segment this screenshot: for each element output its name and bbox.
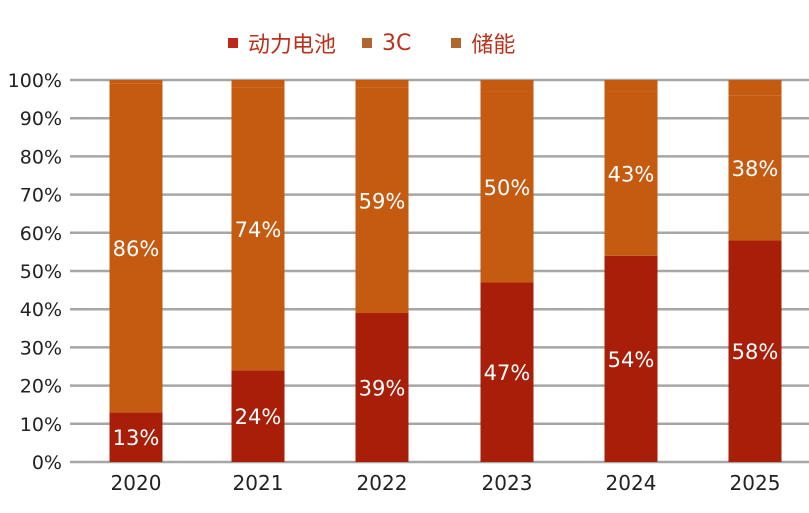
bar-3c [728,95,782,241]
data-label: 38% [732,157,779,181]
y-tick-label: 90% [20,108,62,130]
data-label: 58% [732,340,779,364]
data-label: 43% [608,163,655,187]
x-tick-label: 2021 [233,471,284,495]
data-label: 24% [235,405,282,429]
data-label: 39% [359,377,406,401]
y-tick-label: 80% [20,146,62,168]
legend-item-storage: 储能 [451,27,515,59]
bar-3c [480,91,534,283]
data-label: 59% [359,189,406,213]
x-tick-label: 2022 [357,471,408,495]
y-tick-label: 60% [20,223,62,245]
bar-power-battery [604,255,658,462]
bar-storage [480,80,534,92]
legend-item-3c: 3C [362,31,411,56]
bar-storage [604,80,658,92]
x-tick-label: 2024 [606,471,657,495]
y-tick-label: 10% [20,414,62,436]
bar-storage [728,80,782,96]
bar-3c [355,87,409,314]
legend-swatch [451,38,462,48]
bar-3c [604,91,658,256]
legend-swatch [362,38,373,48]
data-label: 13% [113,426,160,450]
y-tick-label: 70% [20,185,62,207]
legend-label: 储能 [471,33,516,58]
x-tick-label: 2025 [730,471,781,495]
y-tick-label: 100% [8,70,62,92]
legend-item-power-battery: 动力电池 [228,27,336,59]
bar-storage [355,80,409,88]
bar-3c [109,83,163,413]
bar-power-battery [109,412,163,462]
y-tick-label: 50% [20,261,62,283]
legend-swatch [228,38,238,48]
x-tick-label: 2023 [482,471,533,495]
bar-power-battery [480,282,534,462]
bar-power-battery [355,313,409,462]
legend-label: 动力电池 [248,33,337,58]
legend: 动力电池 3C 储能 [228,27,541,59]
data-label: 50% [484,176,531,200]
y-tick-label: 30% [20,337,62,359]
data-label: 86% [113,237,160,261]
bar-storage [231,80,285,88]
data-label: 74% [235,218,282,242]
y-tick-label: 0% [32,452,62,474]
legend-label: 3C [382,30,412,56]
x-tick-label: 2020 [111,471,162,495]
y-tick-label: 20% [20,376,62,398]
bar-storage [109,80,163,84]
data-label: 47% [484,361,531,385]
y-tick-label: 40% [20,299,62,321]
bar-power-battery [231,370,285,462]
bar-power-battery [728,240,782,462]
bar-3c [231,87,285,371]
data-label: 54% [608,348,655,372]
